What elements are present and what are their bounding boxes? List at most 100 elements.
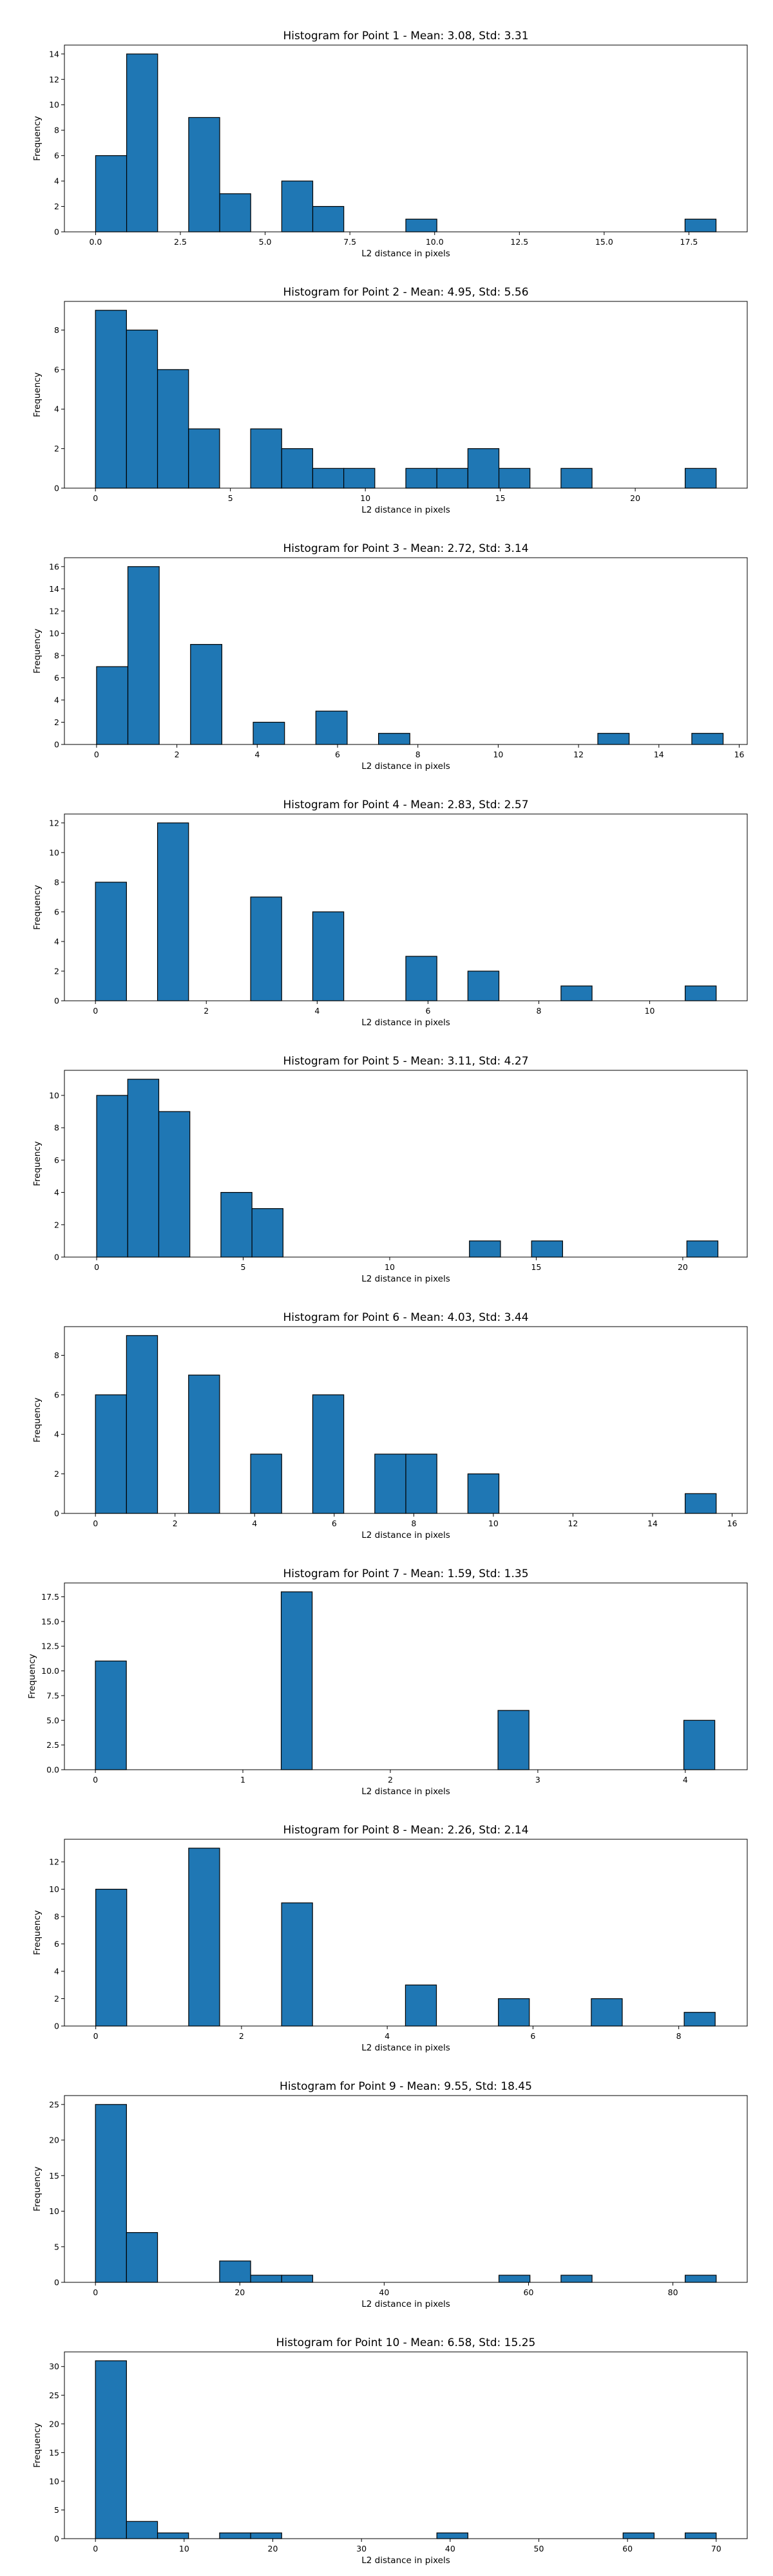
x-tick-label: 4: [252, 1519, 257, 1528]
histogram-panel-1: Histogram for Point 1 - Mean: 3.08, Std:…: [32, 30, 748, 259]
histogram-bar: [250, 428, 282, 489]
histogram-bar: [683, 2012, 716, 2027]
histogram-bar: [280, 1591, 313, 1770]
y-tick-label: 0: [54, 996, 59, 1006]
y-tick-label: 10: [49, 1884, 59, 1894]
histogram-bar: [188, 428, 220, 489]
x-axis-label: L2 distance in pixels: [361, 249, 450, 259]
histogram-bar: [250, 1454, 282, 1514]
x-axis-label: L2 distance in pixels: [361, 1018, 450, 1028]
x-tick-label: 8: [676, 2031, 682, 2041]
y-tick-label: 6: [54, 1155, 59, 1165]
histogram-bar: [95, 882, 127, 1001]
y-tick-label: 10.0: [41, 1666, 59, 1676]
x-tick-label: 6: [332, 1519, 337, 1528]
x-tick-label: 20: [678, 1262, 688, 1272]
histogram-bar: [281, 448, 314, 489]
x-tick-label: 16: [727, 1519, 738, 1528]
y-tick-label: 2: [54, 1469, 59, 1479]
x-tick-label: 12: [573, 750, 584, 759]
y-tick-label: 2: [54, 202, 59, 211]
chart-title: Histogram for Point 4 - Mean: 2.83, Std:…: [283, 799, 528, 811]
x-tick-label: 10: [179, 2544, 189, 2553]
y-tick-label: 6: [54, 1939, 59, 1949]
y-tick-label: 12: [49, 75, 59, 84]
y-tick-label: 12: [49, 1857, 59, 1867]
y-tick-label: 16: [49, 562, 59, 571]
x-tick-label: 5.0: [259, 237, 272, 247]
y-tick-label: 6: [54, 1390, 59, 1399]
histogram-bar: [219, 2532, 251, 2539]
y-tick-label: 8: [54, 1350, 59, 1360]
y-tick-label: 2: [54, 966, 59, 976]
x-tick-label: 1: [240, 1775, 245, 1785]
histogram-bar: [312, 1394, 345, 1514]
y-tick-label: 6: [54, 151, 59, 160]
x-tick-label: 2: [204, 1006, 209, 1016]
x-tick-label: 5: [228, 493, 233, 503]
axes-frame: [64, 1839, 748, 2027]
histogram-bar: [467, 1473, 500, 1514]
y-tick-label: 30: [49, 2362, 59, 2371]
x-tick-label: 16: [734, 750, 745, 759]
chart-title: Histogram for Point 2 - Mean: 4.95, Std:…: [283, 286, 528, 299]
chart-title: Histogram for Point 1 - Mean: 3.08, Std:…: [283, 30, 528, 43]
histogram-panel-9: Histogram for Point 9 - Mean: 9.55, Std:…: [32, 2080, 748, 2309]
histogram-bar: [95, 155, 128, 232]
y-tick-label: 0: [54, 2022, 59, 2031]
y-tick-label: 8: [54, 325, 59, 335]
histogram-bar: [436, 468, 468, 489]
x-tick-label: 17.5: [680, 237, 698, 247]
x-tick-label: 50: [534, 2544, 544, 2553]
x-axis-label: L2 distance in pixels: [361, 505, 450, 515]
histogram-panel-5: Histogram for Point 5 - Mean: 3.11, Std:…: [32, 1055, 748, 1284]
x-tick-label: 10: [360, 493, 370, 503]
x-tick-label: 0: [93, 493, 98, 503]
histogram-bar: [374, 1454, 406, 1514]
histogram-bar: [469, 1240, 501, 1258]
y-tick-label: 0.0: [46, 1765, 59, 1775]
histogram-bar: [253, 721, 285, 745]
histogram-bar: [683, 1719, 716, 1770]
x-tick-label: 0: [93, 2287, 98, 2297]
histogram-bar: [157, 2532, 189, 2539]
y-tick-label: 4: [54, 1967, 59, 1976]
y-tick-label: 12: [49, 606, 59, 616]
y-tick-label: 8: [54, 126, 59, 135]
x-tick-label: 40: [379, 2287, 389, 2297]
histogram-bar: [250, 2532, 282, 2539]
histogram-bar: [95, 1394, 127, 1514]
y-axis-label: Frequency: [32, 1910, 43, 1955]
histogram-bar: [312, 205, 345, 232]
histogram-bar: [126, 329, 158, 489]
histogram-bar: [405, 468, 437, 489]
x-tick-label: 0: [93, 2031, 99, 2041]
y-tick-label: 15: [49, 2171, 59, 2181]
histogram-bar: [684, 218, 717, 232]
x-axis-label: L2 distance in pixels: [361, 2555, 450, 2566]
histogram-bar: [158, 1111, 191, 1258]
y-axis-label: Frequency: [32, 2423, 43, 2468]
y-tick-label: 0: [54, 740, 59, 750]
chart-title: Histogram for Point 6 - Mean: 4.03, Std:…: [283, 1311, 528, 1324]
x-tick-label: 0: [94, 750, 99, 759]
x-tick-label: 2: [239, 2031, 244, 2041]
histogram-bar: [95, 310, 127, 489]
histogram-bar: [377, 733, 410, 745]
histogram-bar: [685, 468, 717, 489]
y-tick-label: 10: [49, 629, 59, 638]
histogram-bar: [597, 733, 630, 745]
axes-frame: [64, 44, 748, 232]
histogram-bar: [467, 971, 500, 1001]
histogram-bar: [190, 644, 223, 745]
histogram-bar: [467, 448, 500, 489]
y-tick-label: 12: [49, 818, 59, 828]
axes-frame: [64, 1582, 748, 1770]
histogram-bar: [686, 1240, 719, 1258]
chart-title: Histogram for Point 5 - Mean: 3.11, Std:…: [283, 1055, 528, 1068]
histogram-bar: [436, 2532, 468, 2539]
axes-frame: [64, 2095, 748, 2283]
x-tick-label: 6: [530, 2031, 535, 2041]
histogram-bar: [95, 1888, 128, 2027]
x-tick-label: 0: [93, 2544, 98, 2553]
